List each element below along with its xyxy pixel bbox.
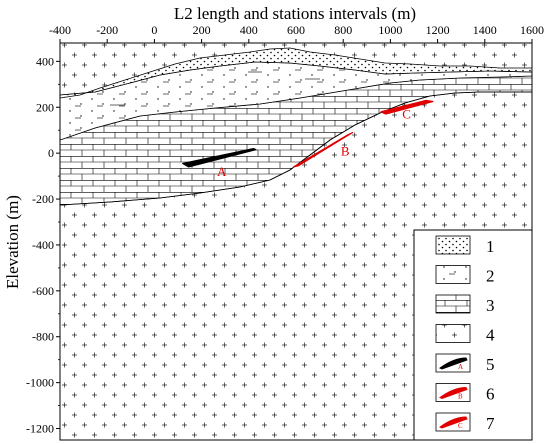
- legend-item-4: 4: [435, 324, 495, 345]
- ore-label-b: B: [341, 143, 350, 158]
- x-tick-label: -200: [96, 23, 118, 37]
- legend-swatch-label: B: [458, 393, 463, 401]
- axes: -400 -200 0 200 400 600 800 1000 1200 1400 1600400…: [26, 23, 544, 436]
- x-tick-label: 1000: [378, 23, 402, 37]
- x-tick-label: 1600: [520, 23, 544, 37]
- legend-ore-swatch: [439, 386, 468, 400]
- ore-body-a: [182, 148, 257, 168]
- legend-number: 6: [486, 385, 495, 404]
- legend-box: [413, 229, 533, 441]
- y-tick-label: 200: [36, 100, 54, 114]
- x-tick-label: 800: [334, 23, 352, 37]
- y-tick-label: 400: [36, 54, 54, 68]
- x-tick-label: 600: [287, 23, 305, 37]
- x-tick-label: 400: [240, 23, 258, 37]
- legend-item-3: 3: [435, 294, 495, 315]
- x-tick-label: 200: [193, 23, 211, 37]
- ore-label-a: A: [217, 164, 227, 179]
- legend-ore-swatch: [439, 357, 468, 370]
- y-tick-label: -800: [32, 330, 54, 344]
- y-axis-label: Elevation (m): [3, 195, 22, 289]
- ore-body-c: [380, 99, 434, 115]
- legend-ore-swatch: [439, 416, 468, 429]
- axis-title-top: L2 length and stations intervals (m): [174, 4, 416, 23]
- x-tick-label: -400: [49, 23, 71, 37]
- ore-body-b: [293, 131, 354, 168]
- sparse-layer-dashes: [110, 71, 320, 106]
- legend-swatch: [435, 235, 471, 255]
- legend-number: 4: [486, 326, 495, 345]
- legend-swatch: [435, 324, 471, 343]
- legend-number: 2: [486, 267, 495, 286]
- legend-number: 7: [486, 414, 495, 433]
- y-tick-label: -600: [32, 284, 54, 298]
- legend-swatch-label: A: [458, 363, 463, 371]
- legend-number: 1: [486, 237, 495, 256]
- dense-sand-layer: [60, 47, 532, 99]
- legend-swatch: [435, 265, 471, 284]
- x-tick-label: 1400: [473, 23, 497, 37]
- legend-item-2: 2: [435, 265, 495, 286]
- y-tick-label: 0: [48, 146, 54, 160]
- ore-label-c: C: [402, 107, 411, 122]
- granite-contact: [60, 91, 532, 206]
- y-tick-label: -1200: [26, 422, 54, 436]
- y-tick-label: -1000: [26, 376, 54, 390]
- x-tick-label: 0: [151, 23, 157, 37]
- y-tick-label: -400: [32, 238, 54, 252]
- legend-number: 3: [486, 296, 495, 315]
- legend-item-1: 1: [435, 235, 495, 256]
- legend-number: 5: [486, 355, 495, 374]
- ore-bodies: A B C: [182, 99, 434, 179]
- legend-swatch-label: C: [458, 422, 463, 430]
- legend-swatch: [435, 294, 471, 314]
- y-tick-label: -200: [32, 192, 54, 206]
- x-tick-label: 1200: [426, 23, 450, 37]
